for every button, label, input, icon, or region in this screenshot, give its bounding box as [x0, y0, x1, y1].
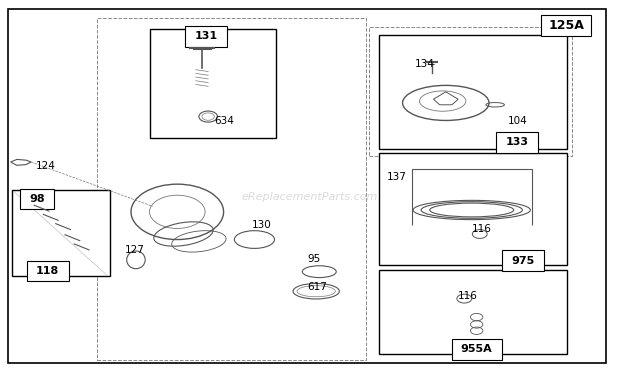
Text: 98: 98 [29, 194, 45, 204]
Text: 131: 131 [195, 32, 218, 41]
Text: 118: 118 [36, 266, 60, 276]
Bar [369, 27, 572, 157]
Bar [379, 153, 567, 265]
Text: 975: 975 [512, 256, 534, 266]
Text: 104: 104 [508, 116, 527, 126]
FancyBboxPatch shape [451, 339, 502, 359]
Text: 137: 137 [387, 173, 407, 182]
Text: eReplacementParts.com: eReplacementParts.com [242, 192, 378, 202]
Text: 116: 116 [458, 291, 478, 301]
Bar [12, 190, 110, 276]
Text: 955A: 955A [461, 344, 492, 354]
Text: 134: 134 [415, 59, 435, 69]
Bar [97, 18, 366, 359]
Bar [379, 270, 567, 354]
Text: 125A: 125A [548, 19, 584, 32]
Text: 127: 127 [125, 245, 144, 255]
FancyBboxPatch shape [185, 26, 228, 47]
FancyBboxPatch shape [502, 250, 544, 271]
Text: 124: 124 [35, 161, 55, 171]
Text: 95: 95 [307, 254, 320, 264]
FancyBboxPatch shape [541, 15, 591, 36]
Text: 130: 130 [251, 221, 271, 231]
Text: 116: 116 [472, 224, 492, 234]
FancyBboxPatch shape [27, 260, 69, 281]
Text: 133: 133 [505, 137, 528, 147]
Bar [379, 35, 567, 149]
Bar [149, 29, 276, 138]
FancyBboxPatch shape [20, 189, 54, 209]
Text: 634: 634 [215, 116, 234, 126]
Text: 617: 617 [307, 282, 327, 292]
FancyBboxPatch shape [496, 132, 538, 153]
